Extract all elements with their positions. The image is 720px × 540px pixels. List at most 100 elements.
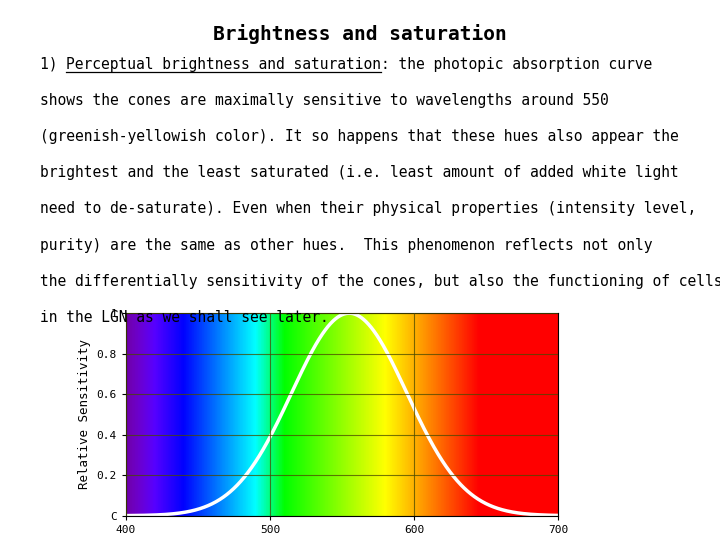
Bar xyxy=(368,313,369,516)
Bar xyxy=(411,313,412,516)
Bar xyxy=(446,313,447,516)
Bar xyxy=(344,313,345,516)
Bar xyxy=(295,313,296,516)
Bar xyxy=(417,313,418,516)
Bar xyxy=(544,313,545,516)
Bar xyxy=(307,313,308,516)
Bar xyxy=(337,313,338,516)
Bar xyxy=(196,313,197,516)
Bar xyxy=(219,313,220,516)
Bar xyxy=(514,313,515,516)
Bar xyxy=(480,313,481,516)
Bar xyxy=(400,313,401,516)
Bar xyxy=(458,313,459,516)
Bar xyxy=(228,313,229,516)
Bar xyxy=(353,313,354,516)
Bar xyxy=(255,313,256,516)
Bar xyxy=(303,313,304,516)
Bar xyxy=(231,313,232,516)
Bar xyxy=(168,313,169,516)
Bar xyxy=(397,313,398,516)
Bar xyxy=(327,313,328,516)
Bar xyxy=(525,313,526,516)
Bar xyxy=(217,313,218,516)
Bar xyxy=(452,313,453,516)
Bar xyxy=(314,313,315,516)
Bar xyxy=(283,313,284,516)
Bar xyxy=(205,313,206,516)
Bar xyxy=(497,313,498,516)
Text: need to de-saturate). Even when their physical properties (intensity level,: need to de-saturate). Even when their ph… xyxy=(40,201,696,217)
Bar xyxy=(346,313,347,516)
Bar xyxy=(531,313,532,516)
Bar xyxy=(211,313,212,516)
Bar xyxy=(355,313,356,516)
Bar xyxy=(193,313,194,516)
Bar xyxy=(463,313,464,516)
Bar xyxy=(250,313,251,516)
Bar xyxy=(182,313,183,516)
Bar xyxy=(387,313,388,516)
Bar xyxy=(391,313,392,516)
Bar xyxy=(340,313,341,516)
Bar xyxy=(293,313,294,516)
Bar xyxy=(492,313,493,516)
Bar xyxy=(190,313,191,516)
Bar xyxy=(296,313,297,516)
Bar xyxy=(474,313,475,516)
Bar xyxy=(316,313,317,516)
Text: (greenish-yellowish color). It so happens that these hues also appear the: (greenish-yellowish color). It so happen… xyxy=(40,129,678,144)
Bar xyxy=(223,313,224,516)
Bar xyxy=(178,313,179,516)
Bar xyxy=(488,313,489,516)
Bar xyxy=(333,313,334,516)
Bar xyxy=(439,313,440,516)
Bar xyxy=(247,313,248,516)
Bar xyxy=(312,313,313,516)
Bar xyxy=(390,313,391,516)
Bar xyxy=(383,313,384,516)
Bar xyxy=(435,313,436,516)
Bar xyxy=(419,313,420,516)
Bar xyxy=(466,313,467,516)
Bar xyxy=(234,313,235,516)
Text: in the LGN as we shall see later.: in the LGN as we shall see later. xyxy=(40,310,328,325)
Bar xyxy=(232,313,233,516)
Bar xyxy=(542,313,543,516)
Bar xyxy=(483,313,484,516)
Bar xyxy=(522,313,523,516)
Bar xyxy=(528,313,529,516)
Bar xyxy=(467,313,468,516)
Bar xyxy=(548,313,549,516)
Bar xyxy=(552,313,553,516)
Bar xyxy=(152,313,153,516)
Bar xyxy=(157,313,158,516)
Bar xyxy=(183,313,184,516)
Bar xyxy=(515,313,516,516)
Bar xyxy=(494,313,495,516)
Bar xyxy=(229,313,230,516)
Bar xyxy=(352,313,353,516)
Bar xyxy=(176,313,177,516)
Bar xyxy=(365,313,366,516)
Bar xyxy=(126,313,127,516)
Bar xyxy=(318,313,319,516)
Bar xyxy=(133,313,134,516)
Bar xyxy=(366,313,367,516)
Bar xyxy=(242,313,243,516)
Bar xyxy=(501,313,502,516)
Bar xyxy=(460,313,461,516)
Bar xyxy=(471,313,472,516)
Bar xyxy=(408,313,409,516)
Bar xyxy=(313,313,314,516)
Bar xyxy=(306,313,307,516)
Bar xyxy=(462,313,463,516)
Bar xyxy=(149,313,150,516)
Bar xyxy=(263,313,264,516)
Bar xyxy=(198,313,199,516)
Bar xyxy=(132,313,133,516)
Bar xyxy=(171,313,172,516)
Bar xyxy=(557,313,558,516)
Bar xyxy=(224,313,225,516)
Bar xyxy=(279,313,280,516)
